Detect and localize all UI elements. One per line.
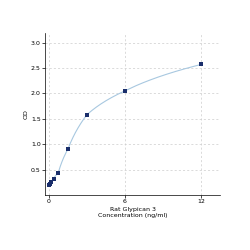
Point [199, 62, 203, 66]
Point [49, 180, 53, 184]
Point [48, 182, 52, 186]
Point [123, 89, 127, 93]
Point [48, 183, 52, 187]
Y-axis label: OD: OD [23, 109, 28, 119]
X-axis label: Rat Glypican 3
Concentration (ng/ml): Rat Glypican 3 Concentration (ng/ml) [98, 207, 167, 218]
Point [66, 147, 70, 151]
Point [52, 177, 56, 181]
Point [85, 113, 89, 117]
Point [56, 171, 60, 175]
